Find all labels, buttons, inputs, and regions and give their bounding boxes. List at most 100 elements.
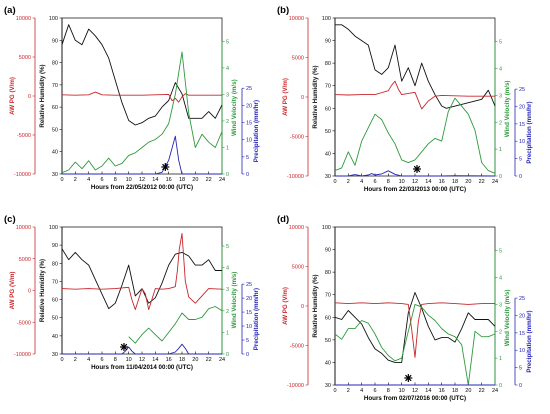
x-tick-label: 18 bbox=[452, 179, 458, 185]
rh-tick-label: 60 bbox=[325, 315, 331, 321]
ws-axis-title: Wind Velocity (m/s) bbox=[231, 79, 238, 136]
x-tick-label: 10 bbox=[399, 388, 405, 394]
x-tick-label: 8 bbox=[387, 388, 390, 394]
pr-tick-label: 25 bbox=[246, 86, 252, 92]
x-tick-label: 20 bbox=[465, 179, 471, 185]
pr-tick-label: 15 bbox=[519, 122, 525, 128]
ws-tick-label: 2 bbox=[499, 120, 502, 126]
pg-axis-title: AW PG (V/m) bbox=[9, 77, 16, 115]
ws-tick-label: 2 bbox=[499, 329, 502, 335]
x-tick-label: 12 bbox=[139, 177, 145, 183]
x-tick-label: 6 bbox=[100, 177, 103, 183]
ws-series-line bbox=[128, 306, 223, 344]
rh-axis-title: Relative Humidity (%) bbox=[39, 64, 46, 127]
rh-tick-label: 50 bbox=[325, 338, 331, 344]
x-axis-label: Hours from 22/03/2013 00:00 (UTC) bbox=[364, 186, 466, 193]
x-tick-label: 2 bbox=[347, 388, 350, 394]
ws-tick-label: 4 bbox=[499, 67, 502, 73]
pr-tick-label: 15 bbox=[246, 121, 252, 127]
star-marker bbox=[413, 165, 421, 173]
x-tick-label: 10 bbox=[126, 357, 132, 363]
ws-tick-label: 0 bbox=[226, 172, 229, 178]
x-tick-label: 18 bbox=[179, 177, 185, 183]
star-marker bbox=[404, 374, 413, 382]
pg-axis-title: AW PG (V/m) bbox=[282, 78, 289, 116]
ws-tick-label: 2 bbox=[226, 309, 229, 315]
pr-tick-label: 5 bbox=[246, 155, 249, 161]
x-tick-label: 8 bbox=[114, 177, 117, 183]
x-tick-label: 12 bbox=[412, 388, 418, 394]
rh-axis-title: Relative Humidity (%) bbox=[312, 65, 319, 128]
rh-tick-label: 30 bbox=[52, 172, 58, 178]
pr-tick-label: 20 bbox=[519, 313, 525, 319]
panel-label: (a) bbox=[4, 5, 16, 16]
pr-tick-label: 10 bbox=[246, 324, 252, 330]
pg-tick-label: 0 bbox=[28, 94, 31, 100]
x-tick-label: 4 bbox=[87, 357, 90, 363]
x-axis-label: Hours from 22/05/2012 00:00 (UTC) bbox=[91, 184, 193, 191]
rh-tick-label: 60 bbox=[52, 298, 58, 304]
x-tick-label: 0 bbox=[333, 388, 336, 394]
x-tick-label: 16 bbox=[439, 388, 445, 394]
pg-tick-label: 0 bbox=[301, 95, 304, 101]
pr-tick-label: 0 bbox=[246, 172, 249, 178]
x-tick-label: 24 bbox=[219, 357, 225, 363]
rh-tick-label: 80 bbox=[52, 261, 58, 267]
rh-tick-label: 90 bbox=[52, 38, 58, 44]
rh-axis-title: Relative Humidity (%) bbox=[312, 274, 319, 337]
pg-tick-label: 10000 bbox=[289, 225, 304, 231]
pg-tick-label: 5000 bbox=[19, 55, 31, 61]
rh-tick-label: 100 bbox=[322, 225, 331, 231]
x-tick-label: 14 bbox=[425, 179, 431, 185]
panel-label: (c) bbox=[4, 214, 16, 225]
rh-tick-label: 100 bbox=[49, 225, 58, 231]
ws-tick-label: 3 bbox=[226, 287, 229, 293]
pr-tick-label: 0 bbox=[519, 383, 522, 389]
pg-tick-label: 10000 bbox=[16, 16, 31, 22]
ws-axis-title: Wind Velocity (m/s) bbox=[504, 290, 511, 347]
pr-tick-label: 25 bbox=[519, 87, 525, 93]
ws-axis-title: Wind Velocity (m/s) bbox=[504, 81, 511, 138]
x-tick-label: 24 bbox=[219, 177, 225, 183]
x-tick-label: 0 bbox=[60, 357, 63, 363]
x-tick-label: 18 bbox=[452, 388, 458, 394]
rh-tick-label: 30 bbox=[325, 383, 331, 389]
x-tick-label: 12 bbox=[412, 179, 418, 185]
x-tick-label: 6 bbox=[373, 388, 376, 394]
pr-axis-title: Precipitation (mm/hr) bbox=[253, 100, 260, 162]
pg-tick-label: 0 bbox=[28, 289, 31, 295]
x-tick-label: 22 bbox=[479, 179, 485, 185]
ws-tick-label: 4 bbox=[499, 276, 502, 282]
ws-tick-label: 3 bbox=[499, 93, 502, 99]
pr-axis-title: Precipitation (mm/hr) bbox=[253, 288, 260, 350]
pg-tick-label: -10000 bbox=[287, 383, 304, 389]
pr-tick-label: 10 bbox=[519, 348, 525, 354]
x-tick-label: 20 bbox=[465, 388, 471, 394]
x-tick-label: 22 bbox=[206, 357, 212, 363]
rh-tick-label: 40 bbox=[325, 151, 331, 157]
x-tick-label: 0 bbox=[333, 179, 336, 185]
pg-tick-label: -5000 bbox=[17, 133, 31, 139]
star-marker bbox=[120, 343, 128, 351]
pg-axis-title: AW PG (V/m) bbox=[282, 287, 289, 325]
x-tick-label: 4 bbox=[87, 177, 90, 183]
pr-tick-label: 25 bbox=[246, 282, 252, 288]
rh-tick-label: 60 bbox=[52, 105, 58, 111]
rh-tick-label: 60 bbox=[325, 106, 331, 112]
rh-tick-label: 30 bbox=[325, 174, 331, 180]
x-axis-label: Hours from 02/07/2016 00:00 (UTC) bbox=[364, 395, 466, 402]
ws-tick-label: 5 bbox=[499, 249, 502, 255]
pg-tick-label: -5000 bbox=[290, 135, 304, 141]
x-tick-label: 14 bbox=[425, 388, 431, 394]
pg-tick-label: 5000 bbox=[292, 265, 304, 271]
pg-tick-label: 10000 bbox=[16, 225, 31, 231]
pr-series-line bbox=[62, 343, 222, 355]
x-tick-label: 0 bbox=[60, 177, 63, 183]
pg-series-line bbox=[334, 302, 495, 358]
x-tick-label: 8 bbox=[114, 357, 117, 363]
pr-tick-label: 5 bbox=[519, 366, 522, 372]
ws-tick-label: 1 bbox=[226, 330, 229, 336]
